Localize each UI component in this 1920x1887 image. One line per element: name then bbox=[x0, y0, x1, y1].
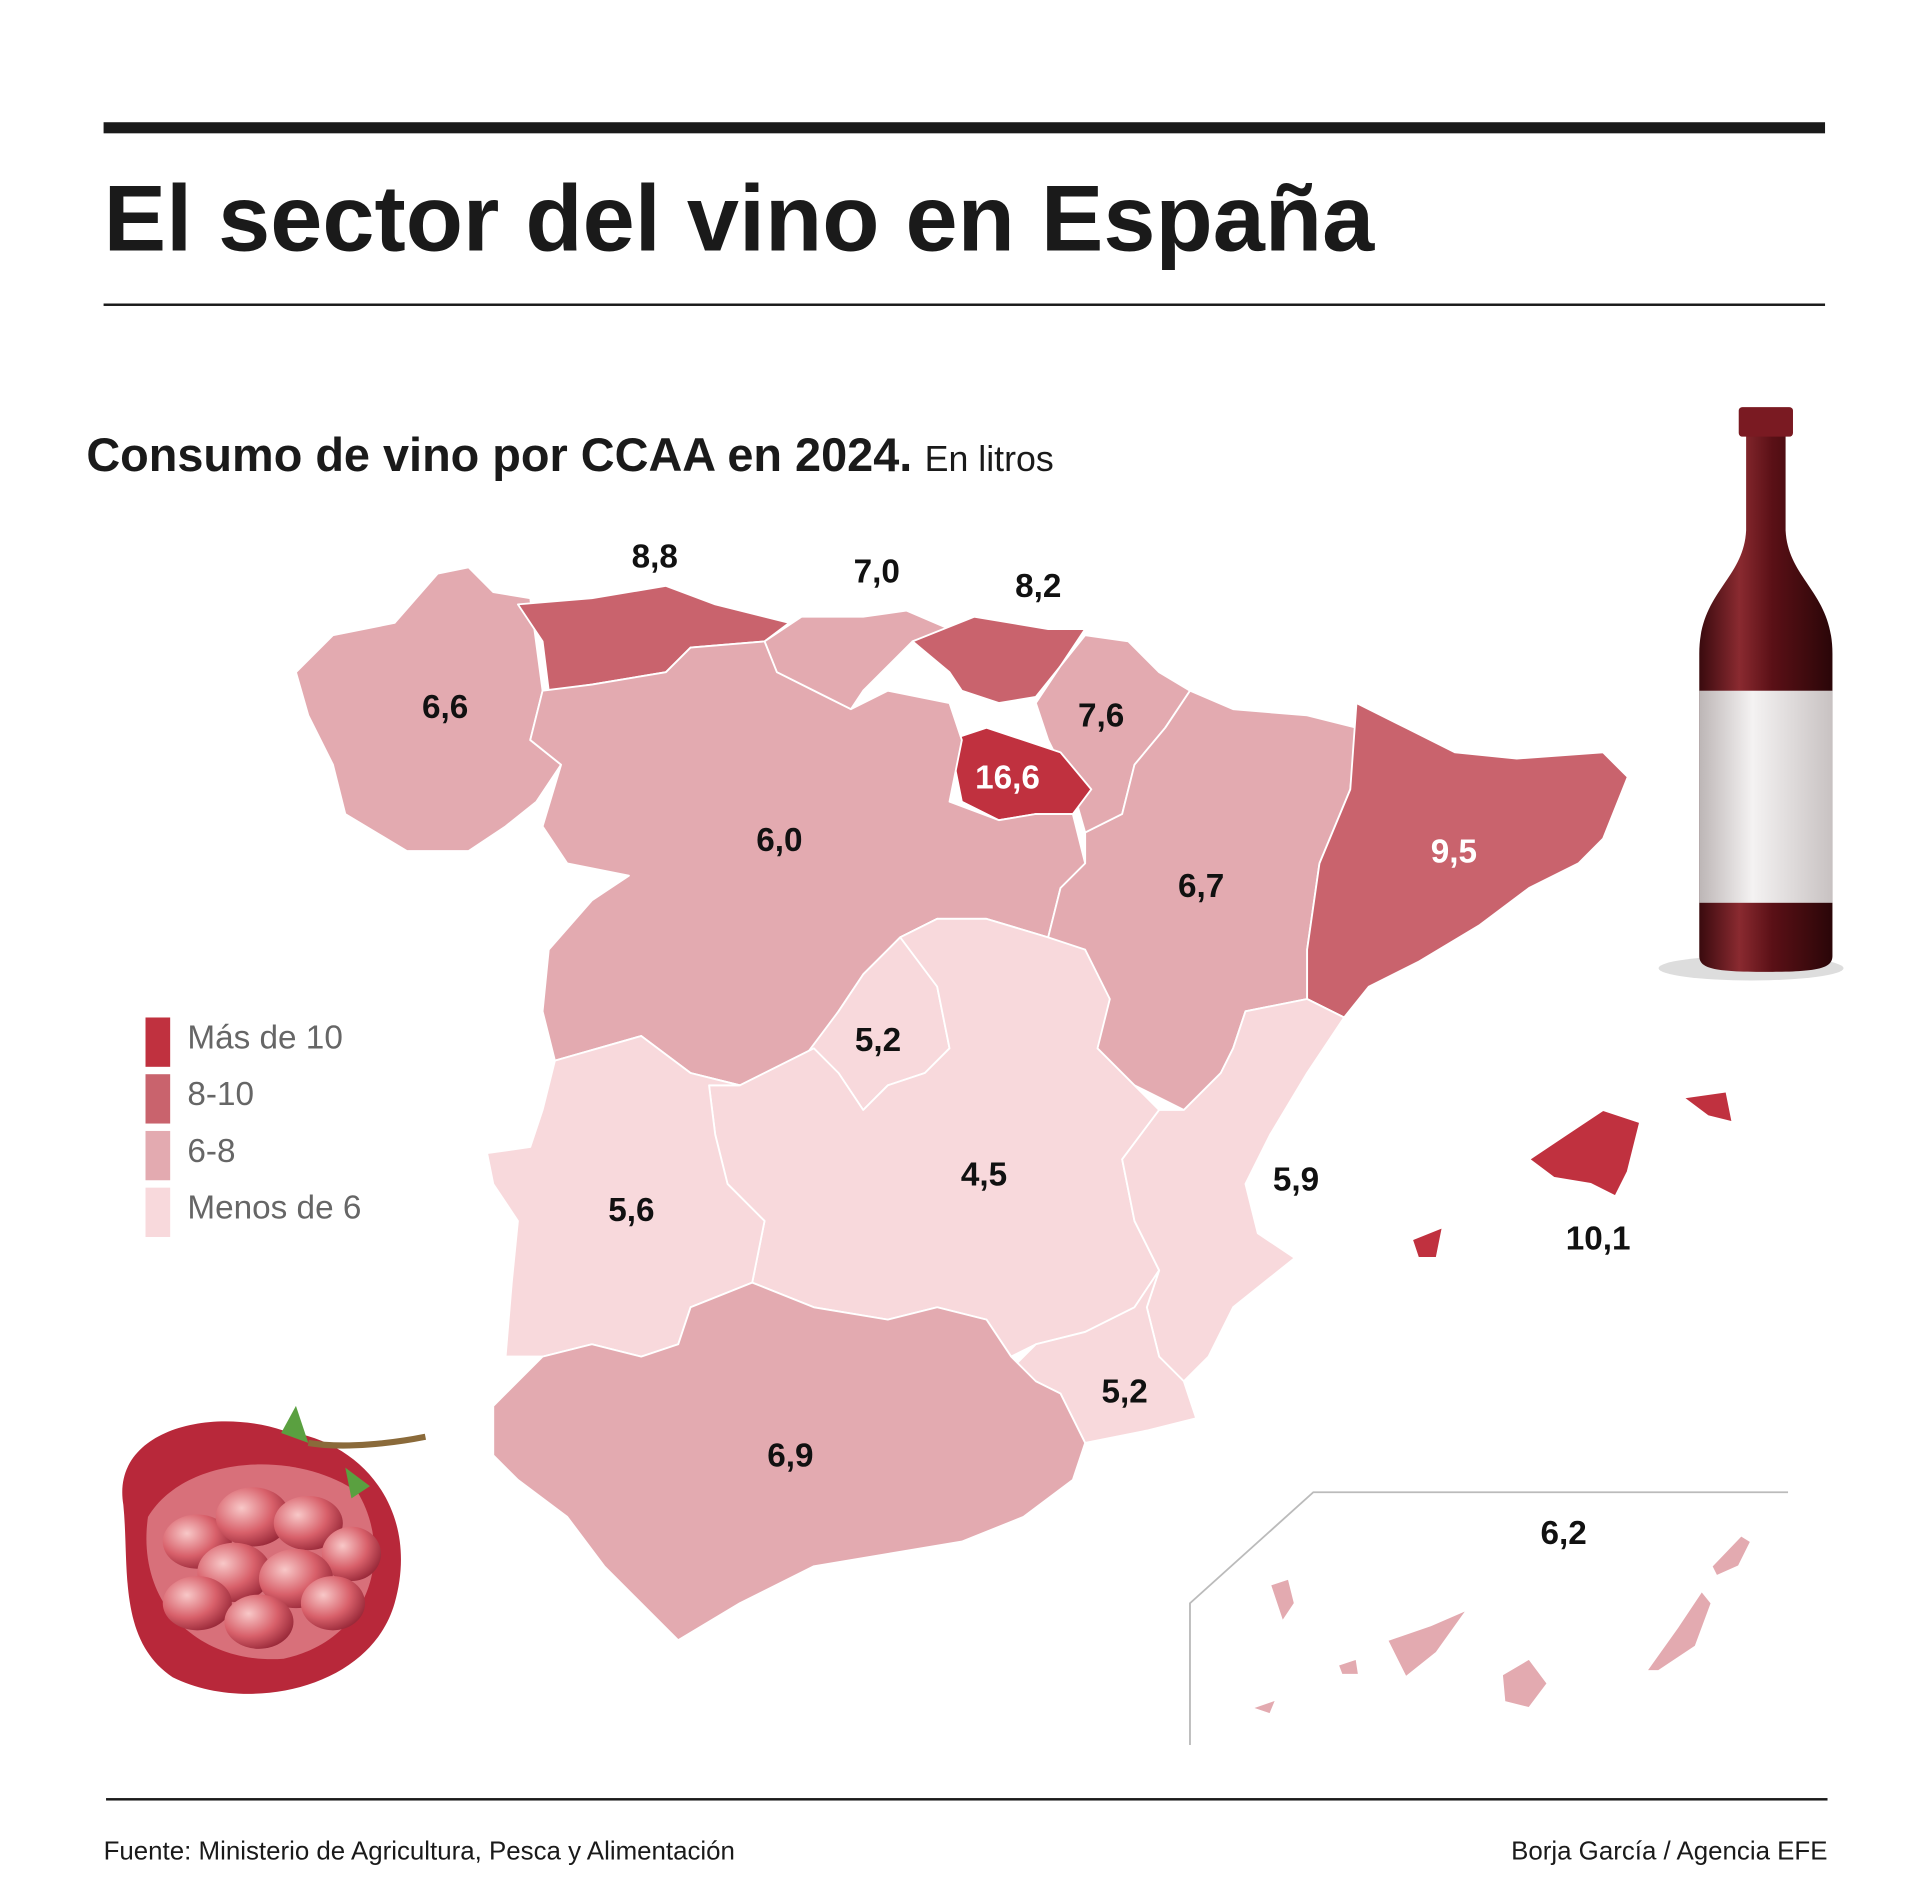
value-label: 10,1 bbox=[1566, 1220, 1631, 1257]
value-label: 6,2 bbox=[1540, 1515, 1586, 1552]
value-label: 9,5 bbox=[1431, 833, 1477, 870]
value-label: 6,7 bbox=[1178, 868, 1224, 905]
legend: Más de 10 8-10 6-8 Menos de 6 bbox=[145, 1017, 361, 1237]
value-label: 6,9 bbox=[767, 1438, 813, 1475]
legend-swatch bbox=[145, 1017, 171, 1067]
inset-frame bbox=[1189, 1491, 1789, 1746]
value-label: 8,2 bbox=[1015, 568, 1061, 605]
legend-swatch bbox=[145, 1130, 171, 1181]
value-label: 5,2 bbox=[1101, 1373, 1147, 1410]
legend-label: Menos de 6 bbox=[187, 1189, 361, 1226]
source: Fuente: Ministerio de Agricultura, Pesca… bbox=[104, 1838, 735, 1866]
footer-rule bbox=[106, 1798, 1828, 1801]
value-label: 5,2 bbox=[855, 1022, 901, 1059]
value-label: 8,8 bbox=[632, 539, 678, 576]
value-label: 16,6 bbox=[975, 759, 1040, 796]
value-label: 6,0 bbox=[756, 822, 802, 859]
legend-swatch bbox=[145, 1187, 171, 1237]
chart-title: Consumo de vino por CCAA en 2024. En litr… bbox=[86, 429, 1053, 481]
value-label: 6,6 bbox=[422, 689, 468, 726]
credit: Borja García / Agencia EFE bbox=[1511, 1838, 1827, 1866]
region bbox=[1250, 1534, 1752, 1716]
chart-subtitle: En litros bbox=[925, 439, 1054, 479]
legend-label: 6-8 bbox=[187, 1133, 235, 1170]
value-label: 5,9 bbox=[1273, 1161, 1319, 1198]
title-rule bbox=[103, 303, 1826, 306]
value-label: 4,5 bbox=[961, 1156, 1007, 1193]
value-label: 7,0 bbox=[854, 553, 900, 590]
grapes-illustration bbox=[122, 1405, 427, 1694]
region bbox=[1411, 1090, 1734, 1259]
legend-label: 8-10 bbox=[187, 1076, 254, 1113]
value-label: 7,6 bbox=[1078, 698, 1124, 735]
chart-title-text: Consumo de vino por CCAA en 2024. bbox=[86, 429, 912, 481]
page-title: El sector del vino en España bbox=[104, 165, 1376, 270]
legend-swatch bbox=[145, 1074, 171, 1124]
legend-label: Más de 10 bbox=[187, 1019, 342, 1056]
region bbox=[1306, 702, 1629, 1019]
bottle-illustration bbox=[1658, 407, 1844, 981]
region bbox=[911, 615, 1087, 704]
value-label: 5,6 bbox=[608, 1192, 654, 1229]
map: 6,6 8,8 7,0 8,2 7,6 16,6 6,0 6,7 9,5 5,2 4,5 5,6 5,9… bbox=[295, 539, 1752, 1716]
top-rule bbox=[103, 122, 1826, 134]
region bbox=[948, 726, 1093, 822]
region bbox=[492, 1281, 1087, 1642]
